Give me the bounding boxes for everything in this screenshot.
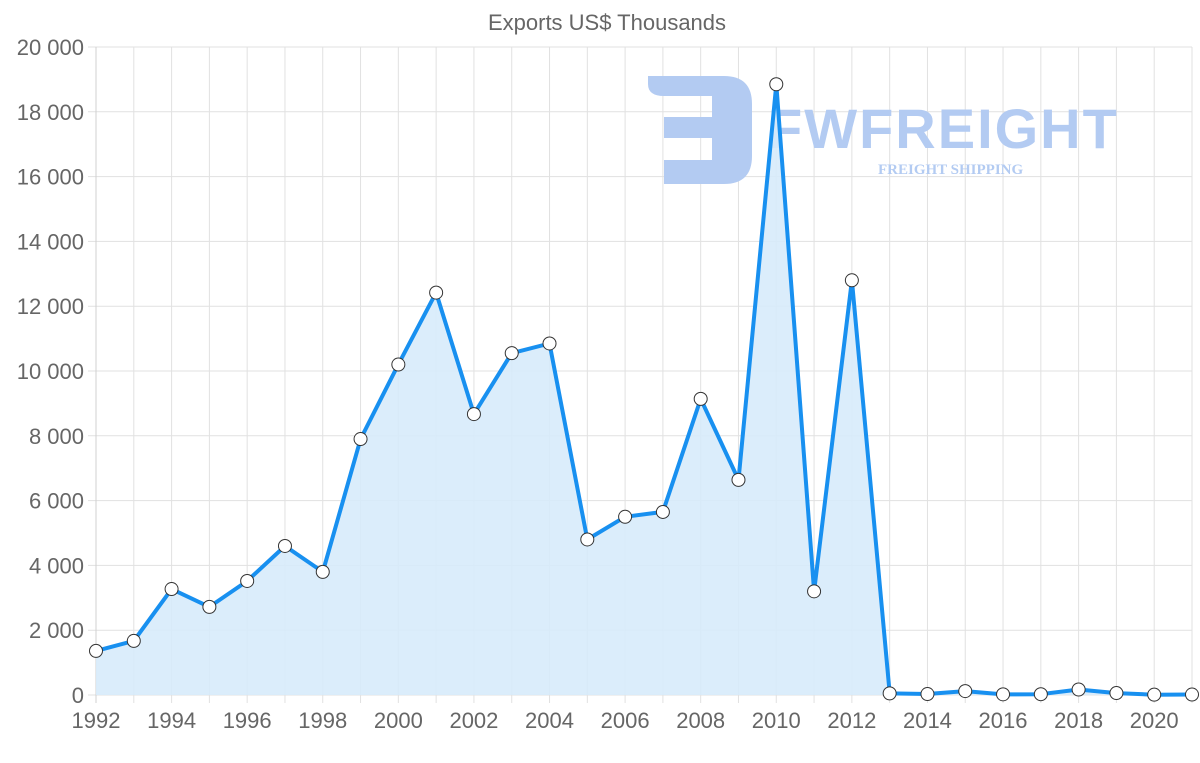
series-exports: [89, 77, 1199, 702]
y-tick-label: 16 000: [17, 165, 84, 190]
data-point[interactable]: [844, 273, 859, 288]
data-point[interactable]: [89, 643, 103, 658]
watermark-logo: FWFREIGHT FREIGHT SHIPPING: [648, 76, 1119, 184]
y-tick-label: 20 000: [17, 35, 84, 60]
data-point[interactable]: [1109, 686, 1124, 701]
data-point[interactable]: [1071, 682, 1086, 697]
y-tick-label: 2 000: [29, 618, 84, 643]
data-point[interactable]: [731, 472, 746, 487]
data-point[interactable]: [466, 407, 481, 422]
chart-title: Exports US$ Thousands: [488, 10, 726, 35]
x-tick-label: 2020: [1130, 708, 1179, 733]
data-point[interactable]: [429, 285, 444, 300]
data-point[interactable]: [580, 532, 595, 547]
data-point[interactable]: [1185, 687, 1199, 702]
x-tick-label: 2006: [601, 708, 650, 733]
y-tick-label: 0: [72, 683, 84, 708]
x-axis: 1992 1994 1996 1998 2000 2002 2004 2006 2008 2010…: [72, 708, 1179, 733]
data-point[interactable]: [769, 77, 784, 92]
x-tick-label: 2000: [374, 708, 423, 733]
data-point[interactable]: [164, 582, 179, 597]
data-point[interactable]: [504, 346, 519, 361]
logo-mark-icon: [648, 76, 752, 184]
y-tick-label: 10 000: [17, 359, 84, 384]
x-tick-label: 1992: [72, 708, 121, 733]
data-point[interactable]: [202, 599, 217, 614]
x-tick-label: 2016: [979, 708, 1028, 733]
data-point[interactable]: [240, 573, 255, 588]
data-point[interactable]: [996, 687, 1011, 702]
y-tick-label: 8 000: [29, 424, 84, 449]
data-point[interactable]: [807, 584, 822, 599]
data-point[interactable]: [958, 684, 973, 699]
x-tick-label: 1996: [223, 708, 272, 733]
data-point[interactable]: [391, 357, 406, 372]
y-tick-label: 6 000: [29, 489, 84, 514]
data-point[interactable]: [542, 336, 557, 351]
data-point[interactable]: [126, 633, 141, 648]
x-tick-label: 2010: [752, 708, 801, 733]
data-point[interactable]: [1147, 687, 1162, 702]
data-point[interactable]: [277, 538, 292, 553]
data-point[interactable]: [618, 509, 633, 524]
x-tick-label: 1998: [298, 708, 347, 733]
data-point[interactable]: [920, 687, 935, 702]
data-point[interactable]: [882, 686, 897, 701]
x-tick-label: 1994: [147, 708, 196, 733]
watermark-brand: FWFREIGHT: [768, 97, 1119, 160]
y-tick-label: 18 000: [17, 100, 84, 125]
x-tick-label: 2002: [449, 708, 498, 733]
watermark-tagline: FREIGHT SHIPPING: [878, 162, 1023, 178]
y-tick-label: 12 000: [17, 294, 84, 319]
y-axis: 0 2 000 4 000 6 000 8 000 10 000 12 000 14 000 1…: [17, 35, 84, 708]
x-tick-label: 2008: [676, 708, 725, 733]
x-tick-label: 2004: [525, 708, 574, 733]
x-tick-label: 2012: [827, 708, 876, 733]
x-tick-label: 2014: [903, 708, 952, 733]
y-tick-label: 14 000: [17, 229, 84, 254]
x-tick-label: 2018: [1054, 708, 1103, 733]
area-fill: [96, 84, 1192, 696]
data-point[interactable]: [353, 432, 368, 447]
data-point[interactable]: [693, 391, 708, 406]
data-point[interactable]: [655, 504, 670, 519]
data-point[interactable]: [315, 564, 330, 579]
y-tick-label: 4 000: [29, 553, 84, 578]
data-point[interactable]: [1033, 687, 1048, 702]
